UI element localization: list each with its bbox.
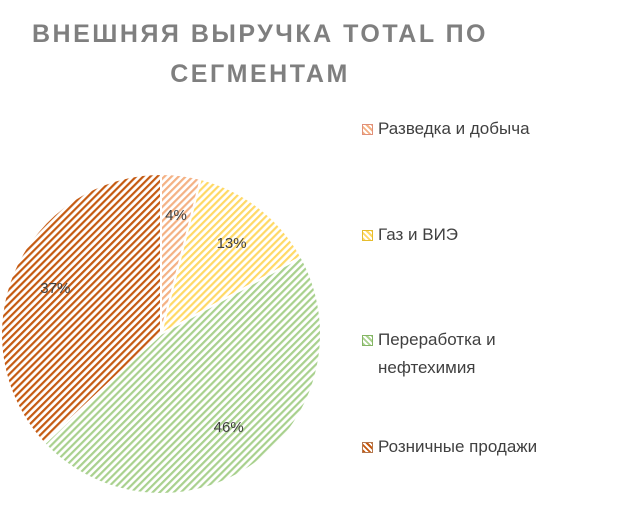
- pie-slice-gas: [159, 177, 303, 336]
- legend-label-retail: Розничные продажи: [378, 437, 538, 456]
- chart-title-line-2: СЕГМЕНТАМ: [170, 60, 350, 88]
- chart-title: ВНЕШНЯЯ ВЫРУЧКА TOTAL ПО СЕГМЕНТАМ: [0, 14, 520, 94]
- data-label-refining: 46%: [214, 419, 244, 436]
- legend-item-refining: Переработка и нефтехимия: [362, 326, 598, 382]
- legend-swatch-refining: [362, 335, 373, 346]
- legend-item-exploration: Разведка и добыча: [362, 115, 598, 143]
- pie-slice-retail: [0, 172, 162, 445]
- legend-label-refining-line-2: нефтехимия: [378, 358, 476, 377]
- legend-label-exploration: Разведка и добыча: [378, 119, 530, 138]
- data-label-retail: 37%: [40, 280, 70, 297]
- data-label-gas: 13%: [217, 235, 247, 252]
- legend-swatch-retail: [362, 442, 373, 453]
- chart-title-line-1: ВНЕШНЯЯ ВЫРУЧКА TOTAL ПО: [31, 20, 488, 48]
- legend-swatch-exploration: [362, 124, 373, 135]
- legend-item-retail: Розничные продажи: [362, 433, 598, 461]
- legend-label-refining-line-1: Переработка и: [378, 330, 496, 349]
- legend-swatch-gas: [362, 230, 373, 241]
- data-label-exploration: 4%: [165, 207, 187, 224]
- legend-item-gas: Газ и ВИЭ: [362, 221, 598, 249]
- pie-slice-refining: [42, 255, 322, 495]
- legend-label-gas: Газ и ВИЭ: [378, 225, 459, 244]
